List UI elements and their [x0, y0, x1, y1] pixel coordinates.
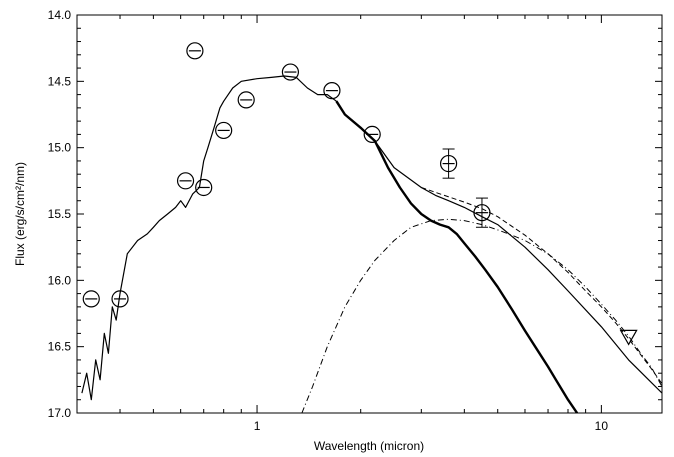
series-line-thin-line [81, 75, 662, 401]
data-point [619, 329, 638, 346]
data-point [473, 197, 491, 228]
data-point [215, 121, 233, 140]
y-tick-label: 16.5 [48, 340, 72, 354]
data-point [82, 290, 100, 308]
plot-frame [76, 14, 663, 414]
series-line-dash-dot [301, 218, 662, 413]
x-axis-label: Wavelength (micron) [314, 439, 424, 453]
y-tick-label: 17.0 [48, 406, 72, 420]
data-point [176, 172, 195, 190]
data-point [186, 42, 204, 60]
series-line-thick-line [335, 100, 579, 413]
axis-ticks [76, 14, 662, 414]
data-point [439, 148, 458, 179]
data-point [237, 91, 255, 109]
axis-tick-labels: 14.0 14.5 15.0 15.5 16.0 16.5 17.0 1 10 [48, 8, 609, 433]
x-tick-label: 1 [254, 419, 261, 433]
data-point [323, 82, 341, 100]
data-point [363, 125, 381, 143]
y-tick-label: 14.5 [48, 74, 72, 88]
data-point [195, 178, 213, 197]
plot-content [81, 42, 662, 413]
data-point [281, 63, 300, 81]
series-line-dashed [421, 187, 662, 385]
y-axis-label: Flux (erg/s/cm²/nm) [13, 162, 27, 266]
x-tick-label: 10 [595, 419, 609, 433]
data-point [111, 290, 129, 308]
y-tick-label: 14.0 [48, 8, 72, 22]
y-tick-label: 16.0 [48, 273, 72, 287]
y-tick-label: 15.5 [48, 207, 72, 221]
y-tick-label: 15.0 [48, 141, 72, 155]
